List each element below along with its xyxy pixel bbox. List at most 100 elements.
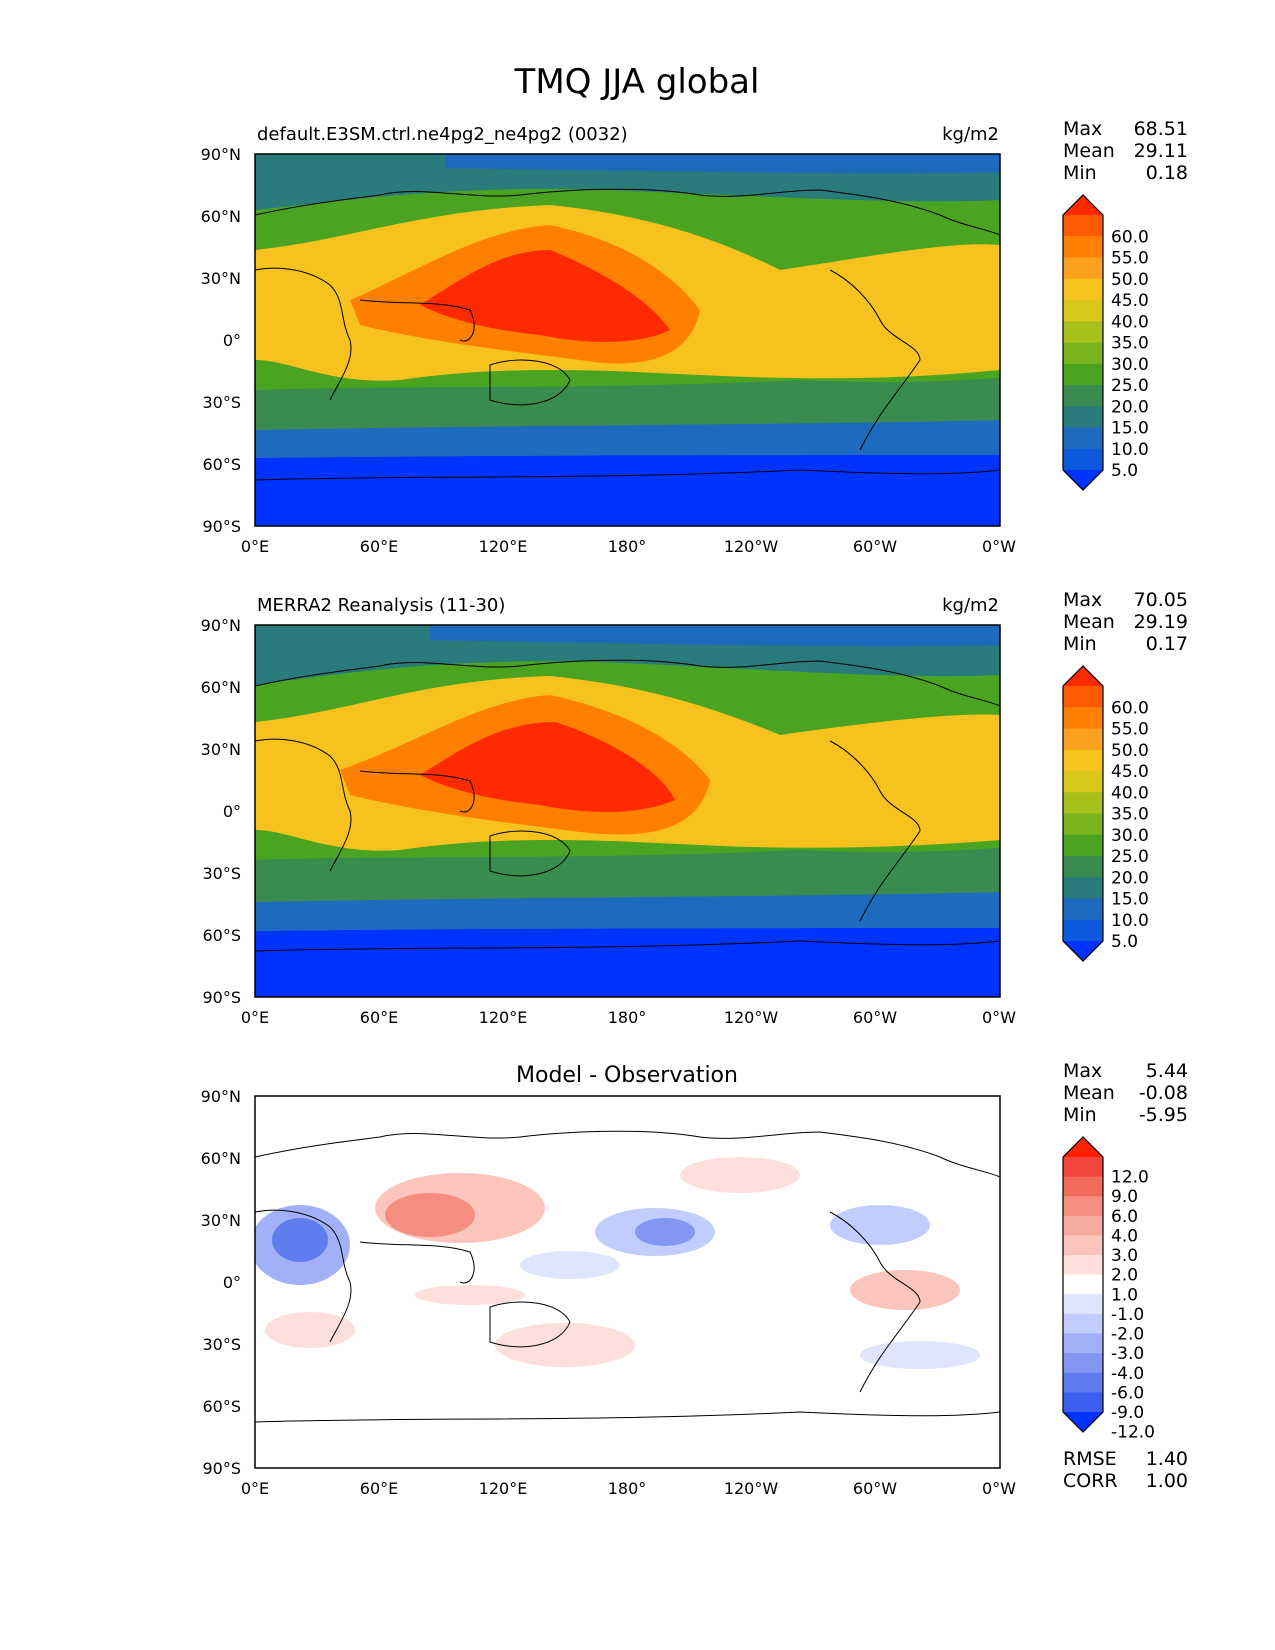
colorbar-extension-top [1063,1137,1103,1157]
coastlines [255,188,1000,481]
stat-label-max: Max [1063,118,1102,140]
panel-model-y-ticks: 90°N 60°N 30°N 0° 30°S 60°S 90°S [201,145,241,536]
field-bands [255,625,1000,997]
rmse-value: 1.40 [1146,1448,1188,1470]
colorbar-tick-label: 6.0 [1111,1207,1138,1227]
stat-label-min: Min [1063,633,1097,655]
colorbar-segment [1063,707,1103,729]
anomaly-negative-pacific-core [635,1218,695,1246]
colorbar-segment [1063,919,1103,942]
y-tick-label: 30°N [201,1211,241,1230]
colorbar-segment [1063,1353,1103,1374]
colorbar-segment [1063,834,1103,857]
band-warm-pool [420,722,675,812]
y-tick-label: 30°S [202,864,241,883]
x-tick-label: 120°E [479,1479,528,1498]
colorbar-segment [1063,749,1103,772]
x-tick-label: 120°W [724,1479,779,1498]
x-tick-label: 60°W [853,1479,897,1498]
y-tick-label: 90°N [201,145,241,164]
y-tick-label: 90°N [201,1087,241,1106]
x-tick-label: 120°E [479,1008,528,1027]
colorbar-extension-bottom [1063,1412,1103,1432]
anomaly-blobs [255,1157,980,1369]
x-tick-label: 60°W [853,1008,897,1027]
colorbar-segment [1063,300,1103,322]
x-tick-label: 60°E [360,1479,398,1498]
x-tick-label: 0°W [982,537,1016,556]
colorbar-segment [1063,792,1103,814]
stat-value-max: 68.51 [1134,118,1188,140]
anomaly-positive-samerica [850,1270,960,1310]
colorbar-tick-label: 40.0 [1111,783,1149,803]
colorbar-segment [1063,385,1103,407]
y-tick-label: 90°S [202,988,241,1007]
y-tick-label: 60°S [202,926,241,945]
colorbar-outline [1062,1136,1104,1433]
y-tick-label: 60°N [201,207,241,226]
x-tick-label: 120°E [479,537,528,556]
colorbar-tick-label: -9.0 [1111,1403,1144,1423]
y-tick-label: 30°N [201,740,241,759]
stat-value-min: -5.95 [1139,1104,1188,1126]
colorbar-tick-label: 45.0 [1111,291,1149,311]
y-tick-label: 0° [223,1273,241,1292]
colorbar-segment [1063,342,1103,365]
y-tick-label: 60°S [202,455,241,474]
colorbar-tick-label: 45.0 [1111,762,1149,782]
colorbar-segment [1063,1372,1103,1393]
colorbar-segment [1063,1333,1103,1354]
corr-label: CORR [1063,1470,1118,1492]
colorbar-tick-label: 4.0 [1111,1226,1138,1246]
colorbar-segment [1063,1235,1103,1256]
stat-value-mean: -0.08 [1139,1082,1188,1104]
panel-diff-stats: Max Mean Min 5.44 -0.08 -5.95 [1063,1060,1188,1126]
band-southern-teal [255,892,1000,931]
x-tick-label: 0°E [241,1008,269,1027]
y-tick-label: 60°S [202,1397,241,1416]
coastlines [255,1130,1000,1423]
band-southern-green [255,378,1000,430]
colorbar-tick-label: 40.0 [1111,312,1149,332]
colorbar-tick-label: 20.0 [1111,397,1149,417]
coastlines [255,659,1000,952]
x-tick-label: 180° [608,1479,647,1498]
colorbar-segment [1063,1215,1103,1236]
colorbar-segment [1063,877,1103,899]
x-tick-label: 0°W [982,1479,1016,1498]
y-tick-label: 30°N [201,269,241,288]
colorbar-tick-label: -2.0 [1111,1325,1144,1345]
rmse-label: RMSE [1063,1448,1117,1470]
band-polar-north [445,154,1000,174]
y-tick-label: 90°S [202,1459,241,1478]
colorbar-segment [1063,363,1103,386]
stat-label-max: Max [1063,589,1102,611]
stat-value-max: 70.05 [1134,589,1188,611]
panel-obs-left-title: MERRA2 Reanalysis (11-30) [257,595,505,616]
panel-diff-x-ticks: 0°E 60°E 120°E 180° 120°W 60°W 0°W [241,1479,1016,1498]
stat-value-min: 0.17 [1146,633,1188,655]
colorbar-extension-top [1063,666,1103,686]
colorbar-tick-label: 5.0 [1111,932,1138,952]
y-tick-label: 90°N [201,616,241,635]
panel-model-map [255,154,1000,526]
stat-label-max: Max [1063,1060,1102,1082]
field-bands [255,154,1000,526]
y-tick-label: 30°S [202,393,241,412]
panel-model-stats: Max Mean Min 68.51 29.11 0.18 [1063,118,1188,184]
colorbar-segment [1063,427,1103,450]
colorbar-segment [1063,1196,1103,1217]
x-tick-label: 180° [608,1008,647,1027]
panel-model-x-ticks: 0°E 60°E 120°E 180° 120°W 60°W 0°W [241,537,1016,556]
panel-diff-y-ticks: 90°N 60°N 30°N 0° 30°S 60°S 90°S [201,1087,241,1478]
colorbar-segment [1063,1157,1103,1178]
figure-title: TMQ JJA global [514,62,760,102]
band-warm-pool [420,250,670,342]
colorbar-segment [1063,856,1103,878]
colorbar-segment [1063,1294,1103,1315]
colorbar-segment [1063,813,1103,836]
band-southern-green [255,848,1000,902]
colorbar-tick-label: 3.0 [1111,1246,1138,1266]
colorbar-tick-label: 55.0 [1111,249,1149,269]
